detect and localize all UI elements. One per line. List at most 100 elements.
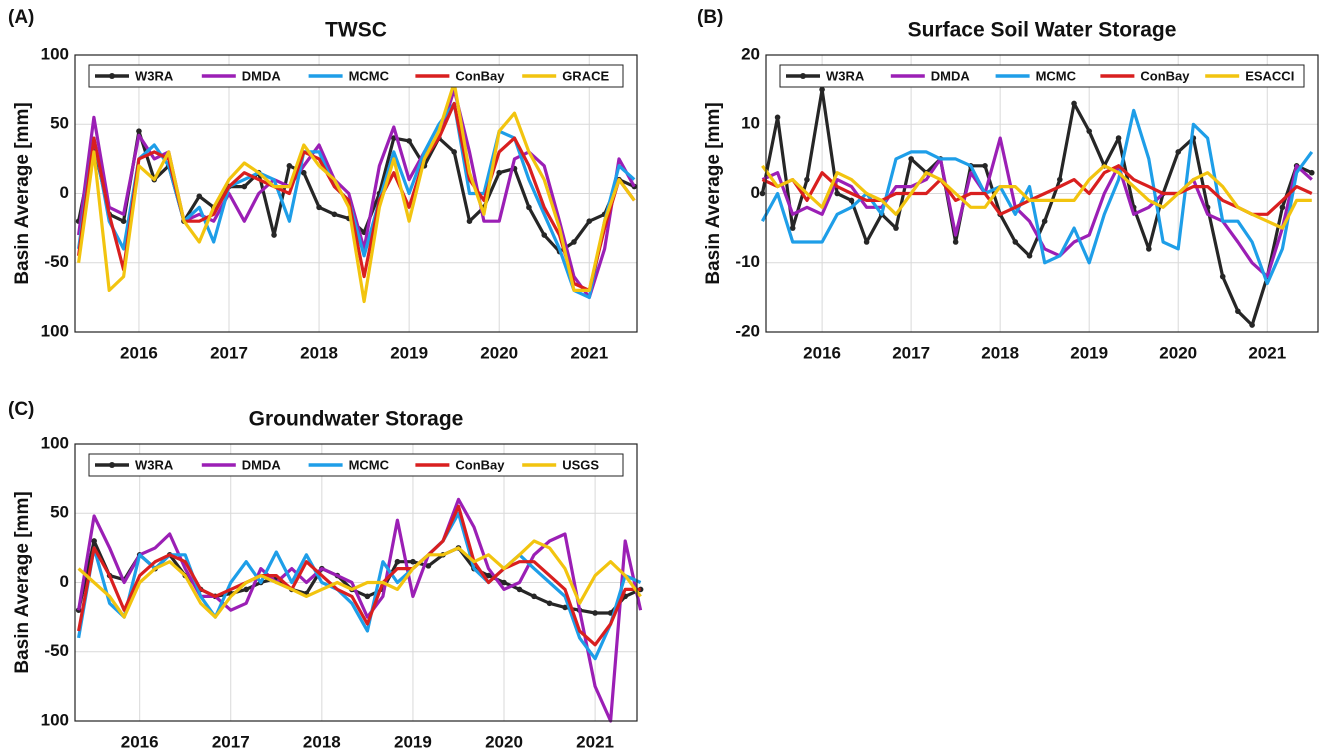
series-marker bbox=[1071, 100, 1077, 107]
series-marker bbox=[908, 156, 914, 162]
legend-label: DMDA bbox=[242, 457, 282, 472]
x-tick-label: 2019 bbox=[1070, 343, 1108, 362]
series-line bbox=[77, 497, 643, 723]
x-tick-label: 2020 bbox=[480, 343, 518, 362]
series-marker bbox=[501, 579, 507, 586]
legend-marker bbox=[800, 73, 806, 79]
series-marker bbox=[425, 563, 432, 569]
legend-label: DMDA bbox=[931, 68, 971, 83]
legend-label: MCMC bbox=[349, 68, 390, 83]
legend-marker bbox=[109, 73, 115, 79]
legend-label: ConBay bbox=[1140, 68, 1190, 83]
x-tick-label: 2016 bbox=[121, 732, 159, 751]
series-marker bbox=[541, 232, 548, 238]
x-tick-label: 2021 bbox=[570, 343, 608, 362]
plot-frame bbox=[765, 54, 1319, 333]
series-marker bbox=[834, 190, 841, 197]
series-marker bbox=[804, 176, 810, 183]
y-tick-label: 50 bbox=[50, 503, 69, 522]
legend-marker bbox=[109, 462, 115, 468]
series-marker bbox=[243, 586, 250, 593]
series-line bbox=[761, 164, 1312, 230]
legend-box bbox=[88, 64, 624, 88]
legend-label: W3RA bbox=[826, 68, 865, 83]
series-marker bbox=[120, 218, 127, 224]
legend-label: GRACE bbox=[562, 68, 609, 83]
series-marker bbox=[316, 204, 322, 211]
series-line bbox=[77, 504, 641, 647]
x-tick-label: 2021 bbox=[576, 732, 614, 751]
series-marker bbox=[774, 114, 781, 121]
series-line bbox=[77, 539, 642, 619]
series-line bbox=[761, 136, 1313, 279]
legend-label: ConBay bbox=[455, 457, 505, 472]
series-marker bbox=[271, 232, 277, 238]
series-line bbox=[760, 108, 1314, 286]
series-marker bbox=[562, 604, 568, 611]
series-marker bbox=[451, 149, 457, 155]
series-marker bbox=[982, 163, 988, 169]
series-marker bbox=[531, 593, 537, 600]
series-marker bbox=[1279, 204, 1286, 211]
chart-title: Groundwater Storage bbox=[249, 408, 464, 431]
series-line bbox=[77, 81, 636, 304]
series-marker bbox=[571, 239, 577, 245]
series-marker bbox=[516, 586, 523, 593]
legend-label: DMDA bbox=[242, 68, 282, 83]
x-tick-label: 2020 bbox=[1159, 343, 1197, 362]
legend-label: ESACCI bbox=[1245, 68, 1294, 83]
panel-label: (B) bbox=[697, 7, 723, 28]
x-tick-label: 2020 bbox=[485, 732, 523, 751]
y-tick-label: 20 bbox=[741, 44, 760, 63]
series-marker bbox=[496, 169, 503, 176]
series-marker bbox=[1086, 128, 1092, 134]
y-axis-label: Basin Average [mm] bbox=[703, 102, 724, 284]
series-marker bbox=[526, 204, 532, 211]
y-tick-label: -10 bbox=[735, 252, 760, 271]
series-marker bbox=[789, 225, 796, 231]
x-tick-label: 2019 bbox=[390, 343, 428, 362]
legend-label: W3RA bbox=[135, 68, 174, 83]
series-marker bbox=[759, 190, 766, 197]
legend-box bbox=[779, 64, 1305, 88]
y-tick-label: -50 bbox=[44, 641, 69, 660]
series-marker bbox=[1115, 135, 1122, 141]
series-marker bbox=[952, 239, 959, 245]
y-tick-label: 0 bbox=[60, 572, 69, 591]
x-tick-label: 2018 bbox=[300, 343, 338, 362]
y-tick-label: 10 bbox=[741, 114, 760, 133]
series-marker bbox=[1175, 149, 1182, 155]
series-marker bbox=[1026, 253, 1033, 259]
series-marker bbox=[331, 211, 338, 218]
series-marker bbox=[1146, 246, 1152, 252]
series-line bbox=[761, 164, 1313, 216]
x-tick-label: 2019 bbox=[394, 732, 432, 751]
series-marker bbox=[546, 600, 553, 607]
plot-frame bbox=[74, 443, 638, 722]
legend-label: MCMC bbox=[1036, 68, 1077, 83]
series-marker bbox=[91, 538, 97, 544]
y-tick-label: 0 bbox=[751, 183, 760, 202]
panel-label: (C) bbox=[8, 399, 34, 420]
chart-title: Surface Soil Water Storage bbox=[908, 19, 1177, 42]
series-marker bbox=[286, 163, 293, 169]
x-tick-label: 2018 bbox=[303, 732, 341, 751]
panel-label: (A) bbox=[8, 7, 34, 28]
y-tick-label: -50 bbox=[44, 252, 69, 271]
y-tick-label: 100 bbox=[41, 44, 69, 63]
series-marker bbox=[1308, 169, 1315, 176]
series-marker bbox=[1012, 239, 1019, 245]
series-marker bbox=[196, 193, 203, 200]
y-axis-label: Basin Average [mm] bbox=[12, 102, 33, 284]
x-tick-label: 2017 bbox=[212, 732, 250, 751]
x-tick-label: 2017 bbox=[210, 343, 248, 362]
y-tick-label: 100 bbox=[41, 433, 69, 452]
x-tick-label: 2021 bbox=[1248, 343, 1286, 362]
series-marker bbox=[1057, 176, 1063, 183]
series-marker bbox=[485, 572, 492, 579]
series-marker bbox=[241, 183, 248, 190]
x-tick-label: 2018 bbox=[981, 343, 1019, 362]
legend-label: ConBay bbox=[455, 68, 505, 83]
series-marker bbox=[136, 128, 142, 134]
x-tick-label: 2016 bbox=[803, 343, 841, 362]
